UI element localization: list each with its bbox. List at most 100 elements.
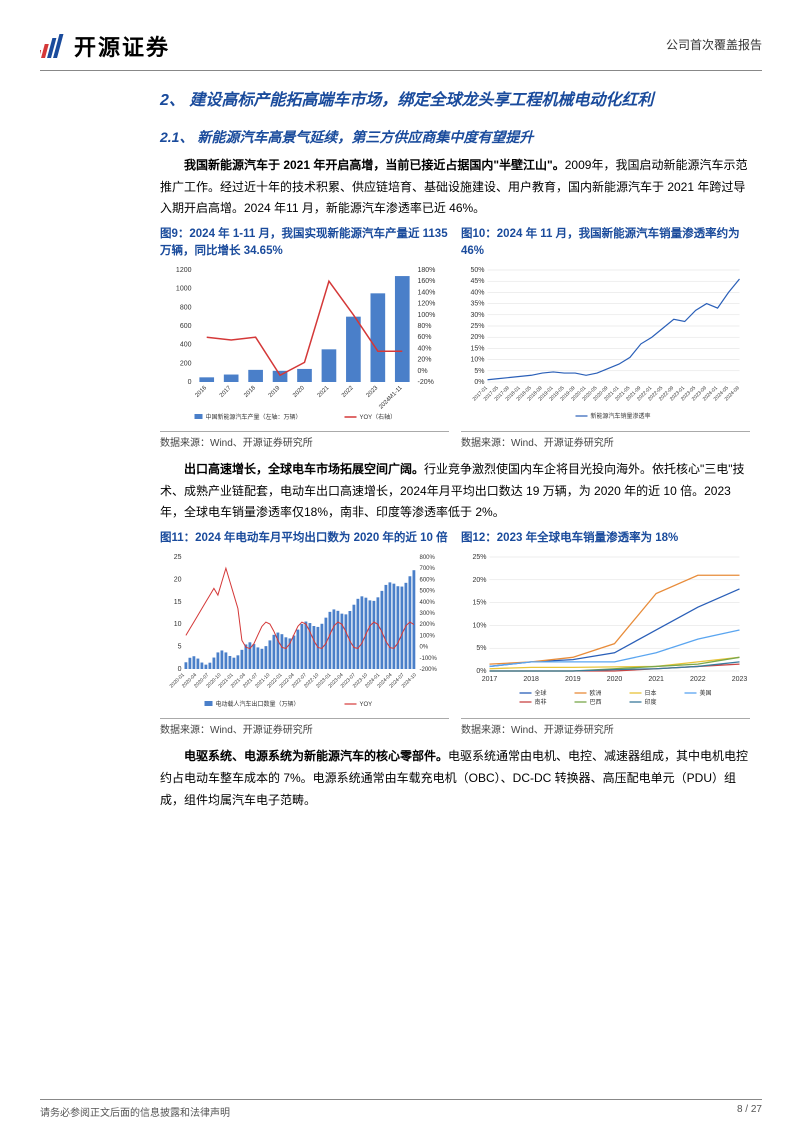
paragraph-1: 我国新能源汽车于 2021 年开启高增，当前已接近占据国内"半壁江山"。2009…: [160, 155, 750, 220]
svg-text:25%: 25%: [470, 323, 484, 330]
fig12-chart: 0%5%10%15%20%25%201720182019202020212022…: [461, 551, 750, 711]
fig10-title: 图10：2024 年 11 月，我国新能源汽车销量渗透率约为46%: [461, 226, 750, 261]
svg-text:25%: 25%: [472, 554, 486, 561]
svg-text:2021: 2021: [317, 385, 331, 399]
svg-text:2018: 2018: [523, 676, 539, 683]
svg-text:200%: 200%: [420, 623, 436, 629]
fig11-chart: 0510152025-200%-100%0%100%200%300%400%50…: [160, 551, 449, 711]
svg-text:全球: 全球: [535, 689, 547, 697]
svg-text:0%: 0%: [474, 379, 484, 386]
svg-text:800%: 800%: [420, 555, 436, 561]
svg-text:5%: 5%: [476, 646, 486, 653]
fig10-source: 数据来源：Wind、开源证券研究所: [461, 431, 750, 449]
svg-text:400: 400: [180, 342, 192, 349]
fig12-title: 图12：2023 年全球电车销量渗透率为 18%: [461, 530, 750, 547]
svg-text:5: 5: [178, 644, 182, 651]
svg-text:2021: 2021: [648, 676, 664, 683]
page-number: 8 / 27: [737, 1104, 762, 1119]
fig9-chart: 0 200 400 600 800 1000 1200 -20% 0% 20% 40% 60% 80% 1…: [160, 264, 449, 424]
svg-text:欧洲: 欧洲: [590, 689, 602, 697]
svg-text:20%: 20%: [418, 357, 432, 364]
svg-text:40%: 40%: [418, 346, 432, 353]
svg-text:YOY: YOY: [360, 702, 373, 708]
svg-text:25: 25: [174, 554, 182, 561]
fig9-title: 图9：2024 年 1-11 月，我国实现新能源汽车产量近 1135万辆，同比增…: [160, 226, 449, 261]
svg-text:新能源汽车销量渗透率: 新能源汽车销量渗透率: [591, 412, 651, 420]
svg-text:电动载人汽车出口数量（万辆）: 电动载人汽车出口数量（万辆）: [216, 700, 300, 708]
svg-text:40%: 40%: [470, 290, 484, 297]
svg-text:180%: 180%: [418, 267, 436, 274]
svg-text:2017: 2017: [219, 385, 233, 399]
svg-text:-200%: -200%: [420, 667, 438, 673]
svg-text:15: 15: [174, 599, 182, 606]
svg-text:120%: 120%: [418, 301, 436, 308]
section-heading-2: 2、 建设高标产能拓高端车市场，绑定全球龙头享工程机械电动化红利: [160, 85, 750, 117]
svg-text:20: 20: [174, 577, 182, 584]
svg-text:45%: 45%: [470, 278, 484, 285]
fig9-source: 数据来源：Wind、开源证券研究所: [160, 431, 449, 449]
svg-text:140%: 140%: [418, 290, 436, 297]
svg-text:800: 800: [180, 305, 192, 312]
svg-text:0%: 0%: [418, 368, 428, 375]
page-header: 开源证券 公司首次覆盖报告: [40, 30, 762, 71]
fig11-source: 数据来源：Wind、开源证券研究所: [160, 718, 449, 736]
logo: 开源证券: [40, 30, 170, 62]
svg-text:南非: 南非: [535, 698, 547, 706]
svg-text:0%: 0%: [420, 645, 429, 651]
svg-text:2019: 2019: [565, 676, 581, 683]
svg-text:2018: 2018: [243, 385, 257, 399]
svg-text:15%: 15%: [472, 600, 486, 607]
svg-text:2023: 2023: [366, 385, 380, 399]
svg-text:400%: 400%: [420, 600, 436, 606]
page-footer: 请务必参阅正文后面的信息披露和法律声明 8 / 27: [40, 1099, 762, 1119]
report-type: 公司首次覆盖报告: [666, 36, 762, 53]
svg-text:2023: 2023: [732, 676, 748, 683]
svg-text:100%: 100%: [420, 634, 436, 640]
svg-text:中国新能源汽车产量（左轴：万辆）: 中国新能源汽车产量（左轴：万辆）: [206, 413, 302, 421]
svg-text:2016: 2016: [194, 385, 208, 399]
paragraph-3: 电驱系统、电源系统为新能源汽车的核心零部件。电驱系统通常由电机、电控、减速器组成…: [160, 746, 750, 811]
svg-text:-20%: -20%: [418, 379, 434, 386]
svg-text:10%: 10%: [470, 357, 484, 364]
svg-text:300%: 300%: [420, 611, 436, 617]
section-heading-2-1: 2.1、 新能源汽车高景气延续，第三方供应商集中度有望提升: [160, 127, 750, 147]
fig11-title: 图11：2024 年电动车月平均出口数为 2020 年的近 10 倍: [160, 530, 449, 547]
svg-text:35%: 35%: [470, 301, 484, 308]
svg-text:印度: 印度: [645, 698, 657, 706]
svg-text:10%: 10%: [472, 623, 486, 630]
svg-text:600%: 600%: [420, 578, 436, 584]
svg-text:2022: 2022: [341, 385, 355, 399]
svg-text:1200: 1200: [176, 267, 192, 274]
svg-text:2024M1-11: 2024M1-11: [378, 385, 404, 411]
svg-text:2022: 2022: [690, 676, 706, 683]
svg-text:60%: 60%: [418, 334, 432, 341]
paragraph-2: 出口高速增长，全球电车市场拓展空间广阔。行业竞争激烈使国内车企将目光投向海外。依…: [160, 459, 750, 524]
svg-text:2019: 2019: [268, 385, 282, 399]
svg-text:5%: 5%: [474, 368, 484, 375]
svg-text:YOY（右轴）: YOY（右轴）: [360, 413, 397, 421]
fig10-chart: 0%5%10%15%20%25%30%35%40%45%50%2017-0120…: [461, 264, 750, 424]
svg-text:80%: 80%: [418, 323, 432, 330]
svg-text:160%: 160%: [418, 278, 436, 285]
svg-text:15%: 15%: [470, 346, 484, 353]
svg-text:1000: 1000: [176, 286, 192, 293]
svg-text:2017: 2017: [482, 676, 498, 683]
svg-text:美国: 美国: [700, 689, 712, 697]
svg-text:巴西: 巴西: [590, 699, 602, 706]
svg-text:600: 600: [180, 323, 192, 330]
logo-icon: [40, 32, 68, 60]
svg-text:-100%: -100%: [420, 656, 438, 662]
footer-disclaimer: 请务必参阅正文后面的信息披露和法律声明: [40, 1104, 230, 1119]
svg-text:20%: 20%: [472, 577, 486, 584]
svg-text:200: 200: [180, 361, 192, 368]
svg-text:50%: 50%: [470, 267, 484, 274]
svg-text:700%: 700%: [420, 567, 436, 573]
fig12-source: 数据来源：Wind、开源证券研究所: [461, 718, 750, 736]
svg-text:100%: 100%: [418, 312, 436, 319]
svg-text:日本: 日本: [645, 689, 657, 697]
svg-text:0: 0: [188, 379, 192, 386]
svg-text:20%: 20%: [470, 334, 484, 341]
svg-text:0%: 0%: [476, 668, 486, 675]
svg-text:2020: 2020: [292, 385, 306, 399]
svg-text:30%: 30%: [470, 312, 484, 319]
